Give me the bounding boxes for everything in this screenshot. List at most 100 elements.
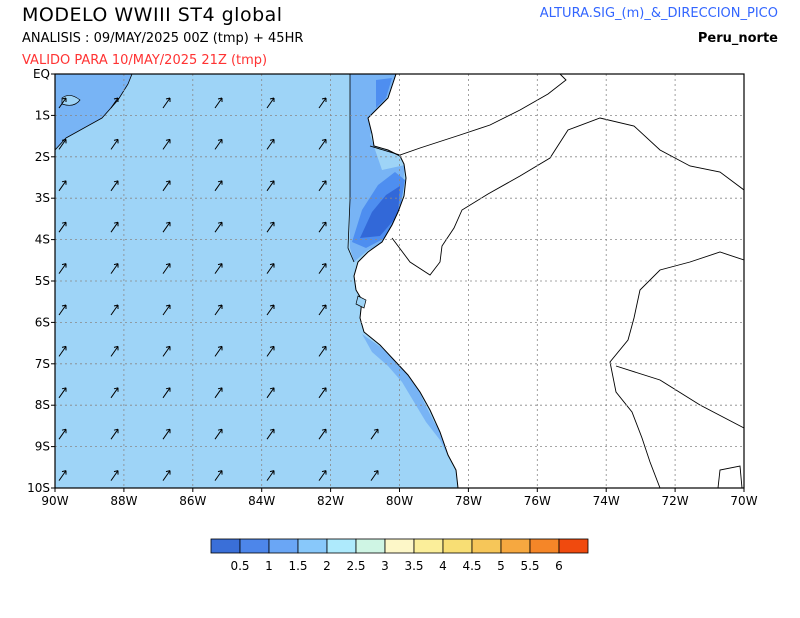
direction-arrow [266, 304, 275, 316]
direction-arrow [214, 138, 223, 150]
direction-arrow [58, 180, 67, 192]
analysis-time: ANALISIS : 09/MAY/2025 00Z (tmp) + 45HR [22, 31, 304, 46]
colorbar-swatch [558, 538, 589, 554]
peak-direction-arrows [58, 97, 379, 481]
direction-arrow [162, 221, 171, 233]
wave-band-south-coast [362, 334, 452, 464]
direction-arrow [214, 428, 223, 440]
direction-arrow [318, 97, 327, 109]
y-tick-label: 6S [35, 315, 50, 329]
direction-arrow [318, 221, 327, 233]
colorbar-swatch [268, 538, 299, 554]
x-tick-label: 84W [248, 494, 275, 508]
direction-arrow [110, 180, 119, 192]
x-tick-label: 80W [386, 494, 413, 508]
x-tick-label: 86W [179, 494, 206, 508]
colorbar-label: 3.5 [404, 559, 423, 573]
direction-arrow [110, 428, 119, 440]
colorbar-label: 5.5 [520, 559, 539, 573]
wave-band-gulf-inner [360, 186, 400, 238]
variable-name: ALTURA.SIG_(m)_&_DIRECCION_PICO [539, 6, 778, 21]
direction-arrow [266, 138, 275, 150]
direction-arrow [266, 221, 275, 233]
direction-arrow [370, 470, 379, 481]
direction-arrow [266, 180, 275, 192]
direction-arrow [162, 345, 171, 357]
direction-arrow [318, 138, 327, 150]
colorbar-swatch [355, 538, 386, 554]
direction-arrow [58, 387, 67, 399]
y-tick-label: 8S [35, 398, 50, 412]
colorbar-swatch [210, 538, 241, 554]
colorbar-swatch [500, 538, 531, 554]
direction-arrow [318, 345, 327, 357]
direction-arrow [214, 387, 223, 399]
direction-arrow [266, 470, 275, 481]
direction-arrow [110, 387, 119, 399]
y-tick-label: EQ [33, 67, 50, 81]
direction-arrow [370, 428, 379, 440]
direction-arrow [162, 428, 171, 440]
direction-arrow [214, 180, 223, 192]
colorbar-label: 0.5 [230, 559, 249, 573]
direction-arrow [162, 470, 171, 481]
colorbar-label: 4.5 [462, 559, 481, 573]
direction-arrow [162, 263, 171, 274]
direction-arrow [162, 180, 171, 192]
direction-arrow [110, 470, 119, 481]
direction-arrow [58, 304, 67, 316]
direction-arrow [58, 428, 67, 440]
direction-arrow [266, 97, 275, 109]
x-axis-ticks: 90W 88W 86W 84W 82W 80W 78W 76W 74W 72W 70W [41, 488, 758, 508]
colorbar-label: 3 [381, 559, 389, 573]
colorbar-swatch [384, 538, 415, 554]
y-tick-label: 5S [35, 274, 50, 288]
x-tick-label: 70W [730, 494, 757, 508]
direction-arrow [214, 97, 223, 109]
y-tick-label: 9S [35, 440, 50, 454]
wave-band-north-inner [376, 78, 392, 108]
border-ecuador-colombia [369, 74, 567, 156]
border-state [615, 365, 744, 429]
colorbar-swatch [471, 538, 502, 554]
y-tick-label: 10S [27, 481, 50, 495]
direction-arrow [162, 304, 171, 316]
direction-arrow [110, 345, 119, 357]
colorbar-label: 1 [265, 559, 273, 573]
direction-arrow [58, 221, 67, 233]
direction-arrow [266, 345, 275, 357]
direction-arrow [214, 263, 223, 274]
colorbar-label: 5 [497, 559, 505, 573]
land-south-america [353, 74, 744, 488]
colorbar-label: 1.5 [288, 559, 307, 573]
direction-arrow [58, 138, 67, 150]
border-peru-brazil [609, 251, 744, 488]
island [355, 295, 367, 309]
colorbar-label: 6 [555, 559, 563, 573]
colorbar-swatch [326, 538, 357, 554]
direction-arrow [162, 97, 171, 109]
direction-arrow [214, 470, 223, 481]
y-tick-label: 7S [35, 357, 50, 371]
y-tick-label: 2S [35, 150, 50, 164]
direction-arrow [110, 304, 119, 316]
direction-arrow [110, 97, 119, 109]
direction-arrow [214, 304, 223, 316]
x-tick-label: 82W [317, 494, 344, 508]
colorbar-label: 2.5 [346, 559, 365, 573]
direction-arrow [318, 304, 327, 316]
direction-arrow [214, 345, 223, 357]
direction-arrow [266, 263, 275, 274]
colorbar-swatch [239, 538, 270, 554]
y-axis-ticks: EQ 1S 2S 3S 4S 5S 6S 7S 8S 9S 10S [27, 67, 55, 495]
direction-arrow [318, 470, 327, 481]
direction-arrow [58, 345, 67, 357]
direction-arrow [214, 221, 223, 233]
colorbar-label: 4 [439, 559, 447, 573]
colorbar-swatch [413, 538, 444, 554]
direction-arrow [162, 138, 171, 150]
y-tick-label: 3S [35, 191, 50, 205]
valid-time: VALIDO PARA 10/MAY/2025 21Z (tmp) [22, 53, 268, 68]
direction-arrow [162, 387, 171, 399]
